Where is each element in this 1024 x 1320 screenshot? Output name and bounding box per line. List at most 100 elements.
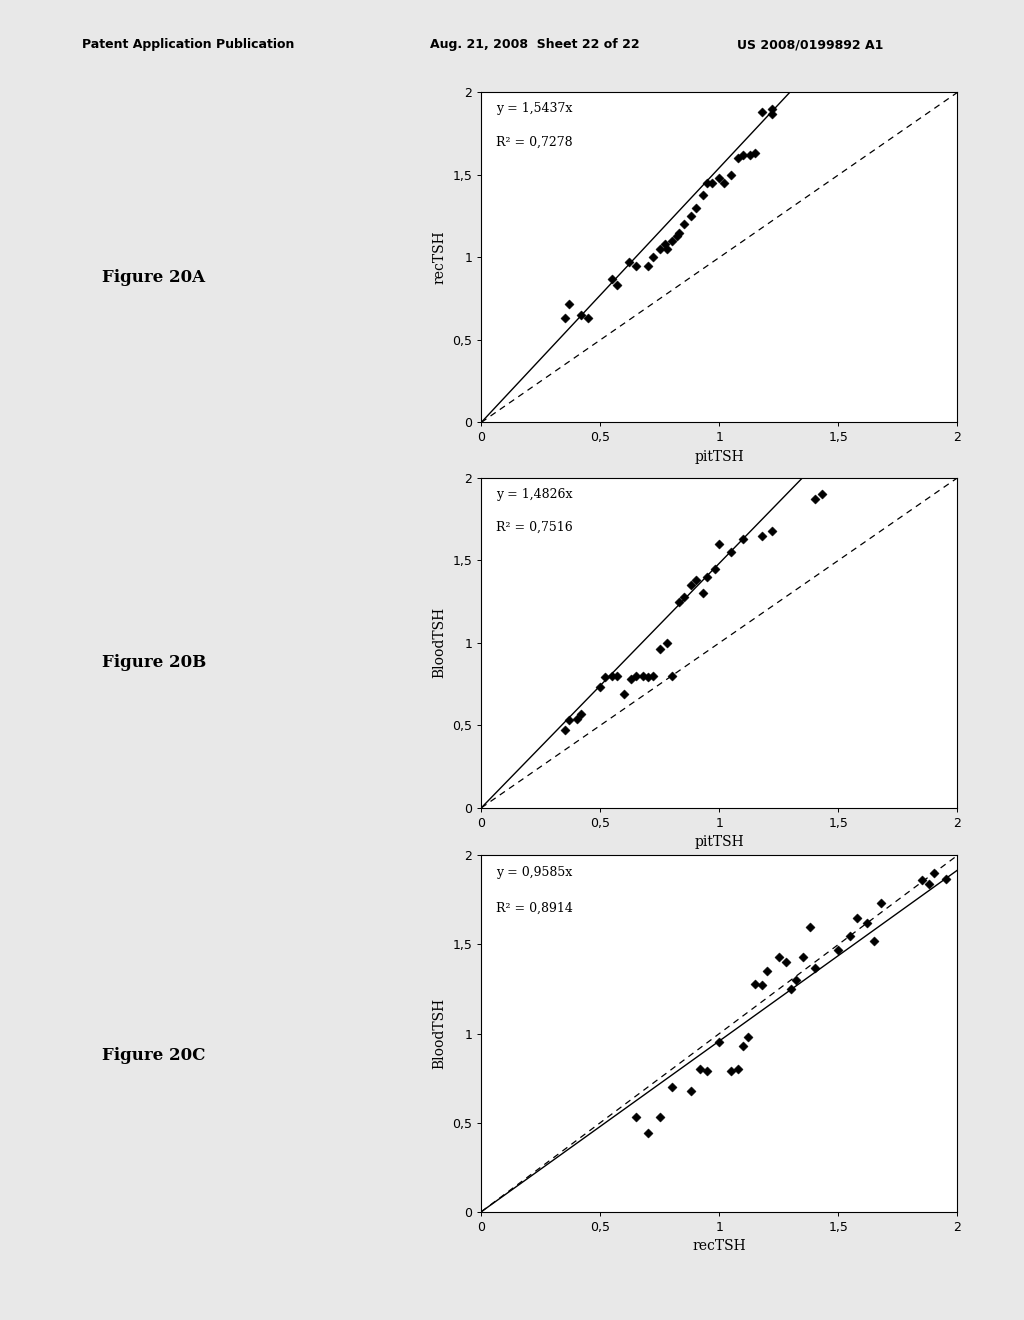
- Point: [628, 1106, 644, 1127]
- Point: [707, 558, 723, 579]
- Point: [711, 533, 727, 554]
- Point: [568, 708, 585, 729]
- Point: [754, 525, 770, 546]
- Point: [716, 173, 732, 194]
- Point: [656, 234, 673, 255]
- Point: [581, 308, 597, 329]
- Point: [664, 230, 680, 251]
- Point: [735, 528, 752, 549]
- Point: [683, 206, 699, 227]
- Point: [739, 1027, 756, 1048]
- Text: Aug. 21, 2008  Sheet 22 of 22: Aug. 21, 2008 Sheet 22 of 22: [430, 38, 640, 51]
- Point: [699, 1060, 716, 1081]
- Y-axis label: recTSH: recTSH: [433, 231, 446, 284]
- Point: [937, 869, 953, 890]
- Point: [628, 255, 644, 276]
- Text: R² = 0,8914: R² = 0,8914: [496, 902, 572, 915]
- Point: [573, 305, 590, 326]
- Point: [609, 275, 626, 296]
- Point: [795, 946, 811, 968]
- Point: [735, 144, 752, 165]
- Point: [687, 570, 703, 591]
- Point: [635, 665, 651, 686]
- Point: [759, 961, 775, 982]
- Point: [723, 1060, 739, 1081]
- Point: [658, 239, 675, 260]
- Point: [597, 667, 613, 688]
- Text: y = 1,4826x: y = 1,4826x: [496, 488, 572, 500]
- Point: [664, 1077, 680, 1098]
- Point: [640, 1123, 656, 1144]
- Point: [664, 665, 680, 686]
- Point: [604, 665, 621, 686]
- Point: [676, 586, 692, 607]
- Point: [644, 665, 660, 686]
- Point: [561, 710, 578, 731]
- Point: [754, 102, 770, 123]
- Point: [699, 566, 716, 587]
- Point: [683, 574, 699, 595]
- Text: US 2008/0199892 A1: US 2008/0199892 A1: [737, 38, 884, 51]
- Point: [621, 252, 637, 273]
- Point: [813, 484, 829, 506]
- Point: [830, 940, 847, 961]
- Point: [807, 488, 823, 510]
- Point: [640, 255, 656, 276]
- Point: [849, 907, 865, 928]
- Point: [723, 541, 739, 562]
- Point: [628, 665, 644, 686]
- X-axis label: recTSH: recTSH: [692, 1239, 746, 1254]
- Text: R² = 0,7278: R² = 0,7278: [496, 135, 572, 148]
- Point: [711, 1032, 727, 1053]
- Point: [764, 103, 780, 124]
- Point: [615, 684, 632, 705]
- Point: [676, 214, 692, 235]
- Point: [644, 247, 660, 268]
- Point: [771, 946, 787, 968]
- Point: [742, 144, 759, 165]
- Point: [764, 520, 780, 541]
- Point: [556, 308, 572, 329]
- Point: [669, 226, 685, 247]
- Point: [694, 583, 711, 605]
- Point: [746, 143, 763, 164]
- Point: [921, 874, 937, 895]
- Point: [754, 975, 770, 997]
- Point: [699, 173, 716, 194]
- Point: [787, 969, 804, 990]
- Text: y = 1,5437x: y = 1,5437x: [496, 103, 572, 115]
- Text: Figure 20A: Figure 20A: [102, 269, 206, 285]
- Point: [764, 98, 780, 119]
- Point: [651, 639, 668, 660]
- Point: [592, 677, 608, 698]
- Point: [735, 1035, 752, 1056]
- Point: [609, 665, 626, 686]
- Text: Patent Application Publication: Patent Application Publication: [82, 38, 294, 51]
- Point: [778, 952, 795, 973]
- Point: [556, 719, 572, 741]
- Point: [802, 916, 818, 937]
- Point: [730, 1059, 746, 1080]
- Text: R² = 0,7516: R² = 0,7516: [496, 520, 572, 533]
- Text: Figure 20C: Figure 20C: [102, 1048, 206, 1064]
- Point: [687, 197, 703, 218]
- Text: y = 0,9585x: y = 0,9585x: [496, 866, 571, 879]
- Point: [705, 173, 721, 194]
- Point: [671, 222, 687, 243]
- Point: [746, 973, 763, 994]
- Point: [913, 870, 930, 891]
- Point: [640, 667, 656, 688]
- Point: [694, 183, 711, 205]
- Point: [651, 239, 668, 260]
- Point: [859, 912, 876, 933]
- Point: [730, 148, 746, 169]
- Point: [866, 931, 883, 952]
- X-axis label: pitTSH: pitTSH: [694, 836, 744, 850]
- X-axis label: pitTSH: pitTSH: [694, 450, 744, 465]
- Point: [842, 925, 858, 946]
- Point: [683, 1080, 699, 1101]
- Point: [671, 591, 687, 612]
- Point: [573, 704, 590, 725]
- Point: [711, 168, 727, 189]
- Point: [926, 863, 942, 884]
